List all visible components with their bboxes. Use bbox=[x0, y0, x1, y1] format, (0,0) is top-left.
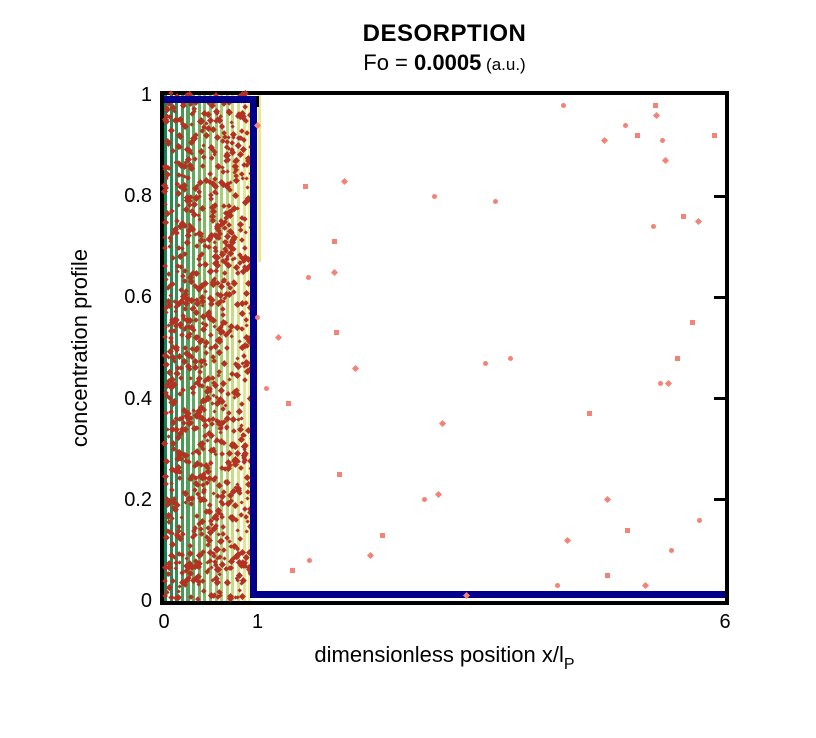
desorbed-molecule-dot bbox=[555, 583, 561, 589]
desorbed-molecule-dot bbox=[669, 547, 675, 553]
desorbed-molecule-dot bbox=[307, 558, 313, 563]
desorbed-molecule-dot bbox=[333, 330, 339, 336]
desorbed-molecule-dot bbox=[422, 497, 428, 503]
y-tick-label: 1 bbox=[140, 84, 152, 106]
desorbed-molecule-dot bbox=[331, 239, 337, 245]
subtitle-unit: (a.u.) bbox=[481, 55, 526, 74]
plot-frame bbox=[160, 91, 729, 605]
x-tick-label: 6 bbox=[719, 611, 731, 633]
subtitle-prefix: Fo = bbox=[363, 50, 415, 75]
chart-title: DESORPTION bbox=[362, 20, 527, 47]
desorbed-molecule-dot bbox=[604, 573, 610, 579]
desorbed-molecule-dot bbox=[380, 532, 386, 538]
desorbed-molecule-dot bbox=[560, 102, 566, 108]
desorbed-molecule-dot bbox=[681, 213, 687, 219]
y-tick-label: 0 bbox=[140, 590, 152, 612]
polymer-molecule-dot bbox=[175, 202, 181, 208]
y-axis-tick-mark bbox=[714, 295, 725, 299]
y-tick-label: 0.8 bbox=[124, 185, 152, 208]
concentration-profile-line-segment bbox=[164, 96, 258, 103]
desorbed-molecule-dot bbox=[634, 133, 640, 138]
fourier-number-value: 0.0005 bbox=[414, 50, 482, 75]
desorbed-molecule-dot bbox=[508, 355, 514, 361]
concentration-profile-line-segment bbox=[250, 96, 258, 599]
desorbed-molecule-dot bbox=[697, 517, 703, 523]
y-tick-label: 0.4 bbox=[124, 387, 152, 410]
desorbed-molecule-dot bbox=[306, 274, 312, 280]
desorbed-molecule-dot bbox=[586, 411, 592, 417]
desorbed-molecule-dot bbox=[659, 138, 665, 143]
slab-stripe bbox=[231, 95, 235, 601]
desorbed-molecule-dot bbox=[431, 193, 437, 199]
x-axis-label-text: dimensionless position x/l bbox=[314, 642, 564, 667]
y-tick-label: 0.6 bbox=[124, 286, 152, 309]
desorbed-molecule-dot bbox=[255, 315, 260, 321]
slab-stripe-sliver bbox=[258, 95, 261, 262]
x-tick-label: 0 bbox=[158, 611, 170, 633]
slab-stripe bbox=[180, 95, 184, 601]
desorbed-molecule-dot bbox=[289, 568, 295, 574]
desorbed-molecule-dot bbox=[674, 355, 680, 361]
y-axis-tick-mark bbox=[714, 397, 725, 401]
x-axis-label: dimensionless position x/lP bbox=[164, 642, 725, 674]
x-tick-label: 1 bbox=[251, 611, 264, 633]
desorbed-molecule-dot bbox=[285, 401, 291, 407]
desorbed-molecule-dot bbox=[623, 122, 629, 128]
desorbed-molecule-dot bbox=[264, 386, 270, 391]
slab-stripe bbox=[236, 95, 241, 601]
desorbed-molecule-dot bbox=[689, 320, 695, 326]
concentration-profile-line-segment bbox=[250, 591, 725, 599]
desorbed-molecule-dot bbox=[483, 360, 489, 366]
slab-stripe bbox=[164, 95, 168, 601]
chart-subtitle: Fo = 0.0005 (a.u.) bbox=[164, 50, 725, 76]
desorbed-molecule-dot bbox=[712, 133, 718, 138]
y-axis-tick-mark bbox=[714, 194, 725, 198]
desorbed-molecule-dot bbox=[492, 198, 498, 204]
desorbed-molecule-dot bbox=[302, 183, 308, 189]
x-axis-tick-mark bbox=[256, 96, 259, 107]
x-axis-label-subscript: P bbox=[563, 656, 575, 673]
desorbed-molecule-dot bbox=[625, 527, 631, 533]
desorbed-molecule-dot bbox=[651, 224, 657, 230]
desorbed-molecule-dot bbox=[337, 472, 343, 477]
desorbed-molecule-dot bbox=[658, 380, 663, 386]
polymer-molecule-dot bbox=[217, 592, 223, 598]
slab-stripe bbox=[220, 95, 224, 601]
desorbed-molecule-dot bbox=[653, 102, 659, 108]
y-tick-label: 0.2 bbox=[124, 488, 152, 511]
y-axis-tick-mark bbox=[714, 498, 725, 502]
slab-stripe bbox=[248, 95, 252, 601]
